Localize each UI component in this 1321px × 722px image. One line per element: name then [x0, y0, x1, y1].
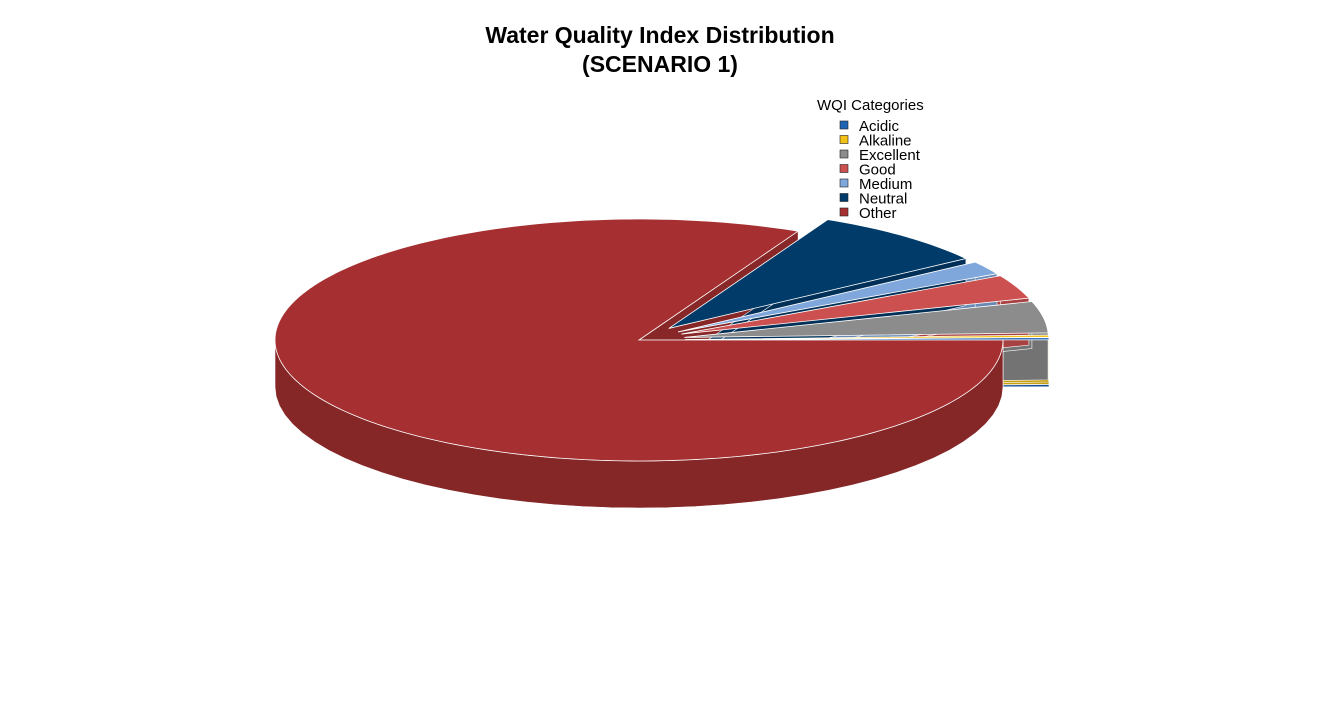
legend-swatch-other: [839, 207, 849, 217]
slice-alkaline: [684, 334, 1050, 340]
legend-label-good: Good: [859, 162, 896, 179]
slice-other: [274, 218, 1004, 462]
legend-label-alkaline: Alkaline: [859, 133, 912, 150]
legend-label-medium: Medium: [859, 176, 912, 193]
legend-label-acidic: Acidic: [859, 118, 900, 135]
chart-subtitle: (SCENARIO 1): [582, 51, 738, 77]
chart-title: Water Quality Index Distribution: [485, 22, 834, 48]
legend-swatch-excellent: [839, 149, 849, 159]
slice-medium: [677, 261, 999, 333]
pie-slices: [274, 218, 1050, 509]
legend-title: WQI Categories: [817, 97, 924, 114]
legend-label-neutral: Neutral: [859, 191, 907, 208]
legend-swatch-medium: [839, 178, 849, 188]
legend-swatch-neutral: [839, 193, 849, 202]
slice-neutral: [668, 219, 968, 329]
legend-label-excellent: Excellent: [859, 147, 921, 164]
legend-swatch-good: [839, 164, 849, 173]
slice-good: [681, 275, 1030, 335]
legend: WQI Categories AcidicAlkalineExcellentGo…: [817, 97, 924, 222]
slice-excellent: [684, 301, 1049, 338]
legend-swatch-alkaline: [839, 135, 849, 144]
legend-swatch-acidic: [839, 120, 849, 130]
legend-label-other: Other: [859, 205, 897, 222]
